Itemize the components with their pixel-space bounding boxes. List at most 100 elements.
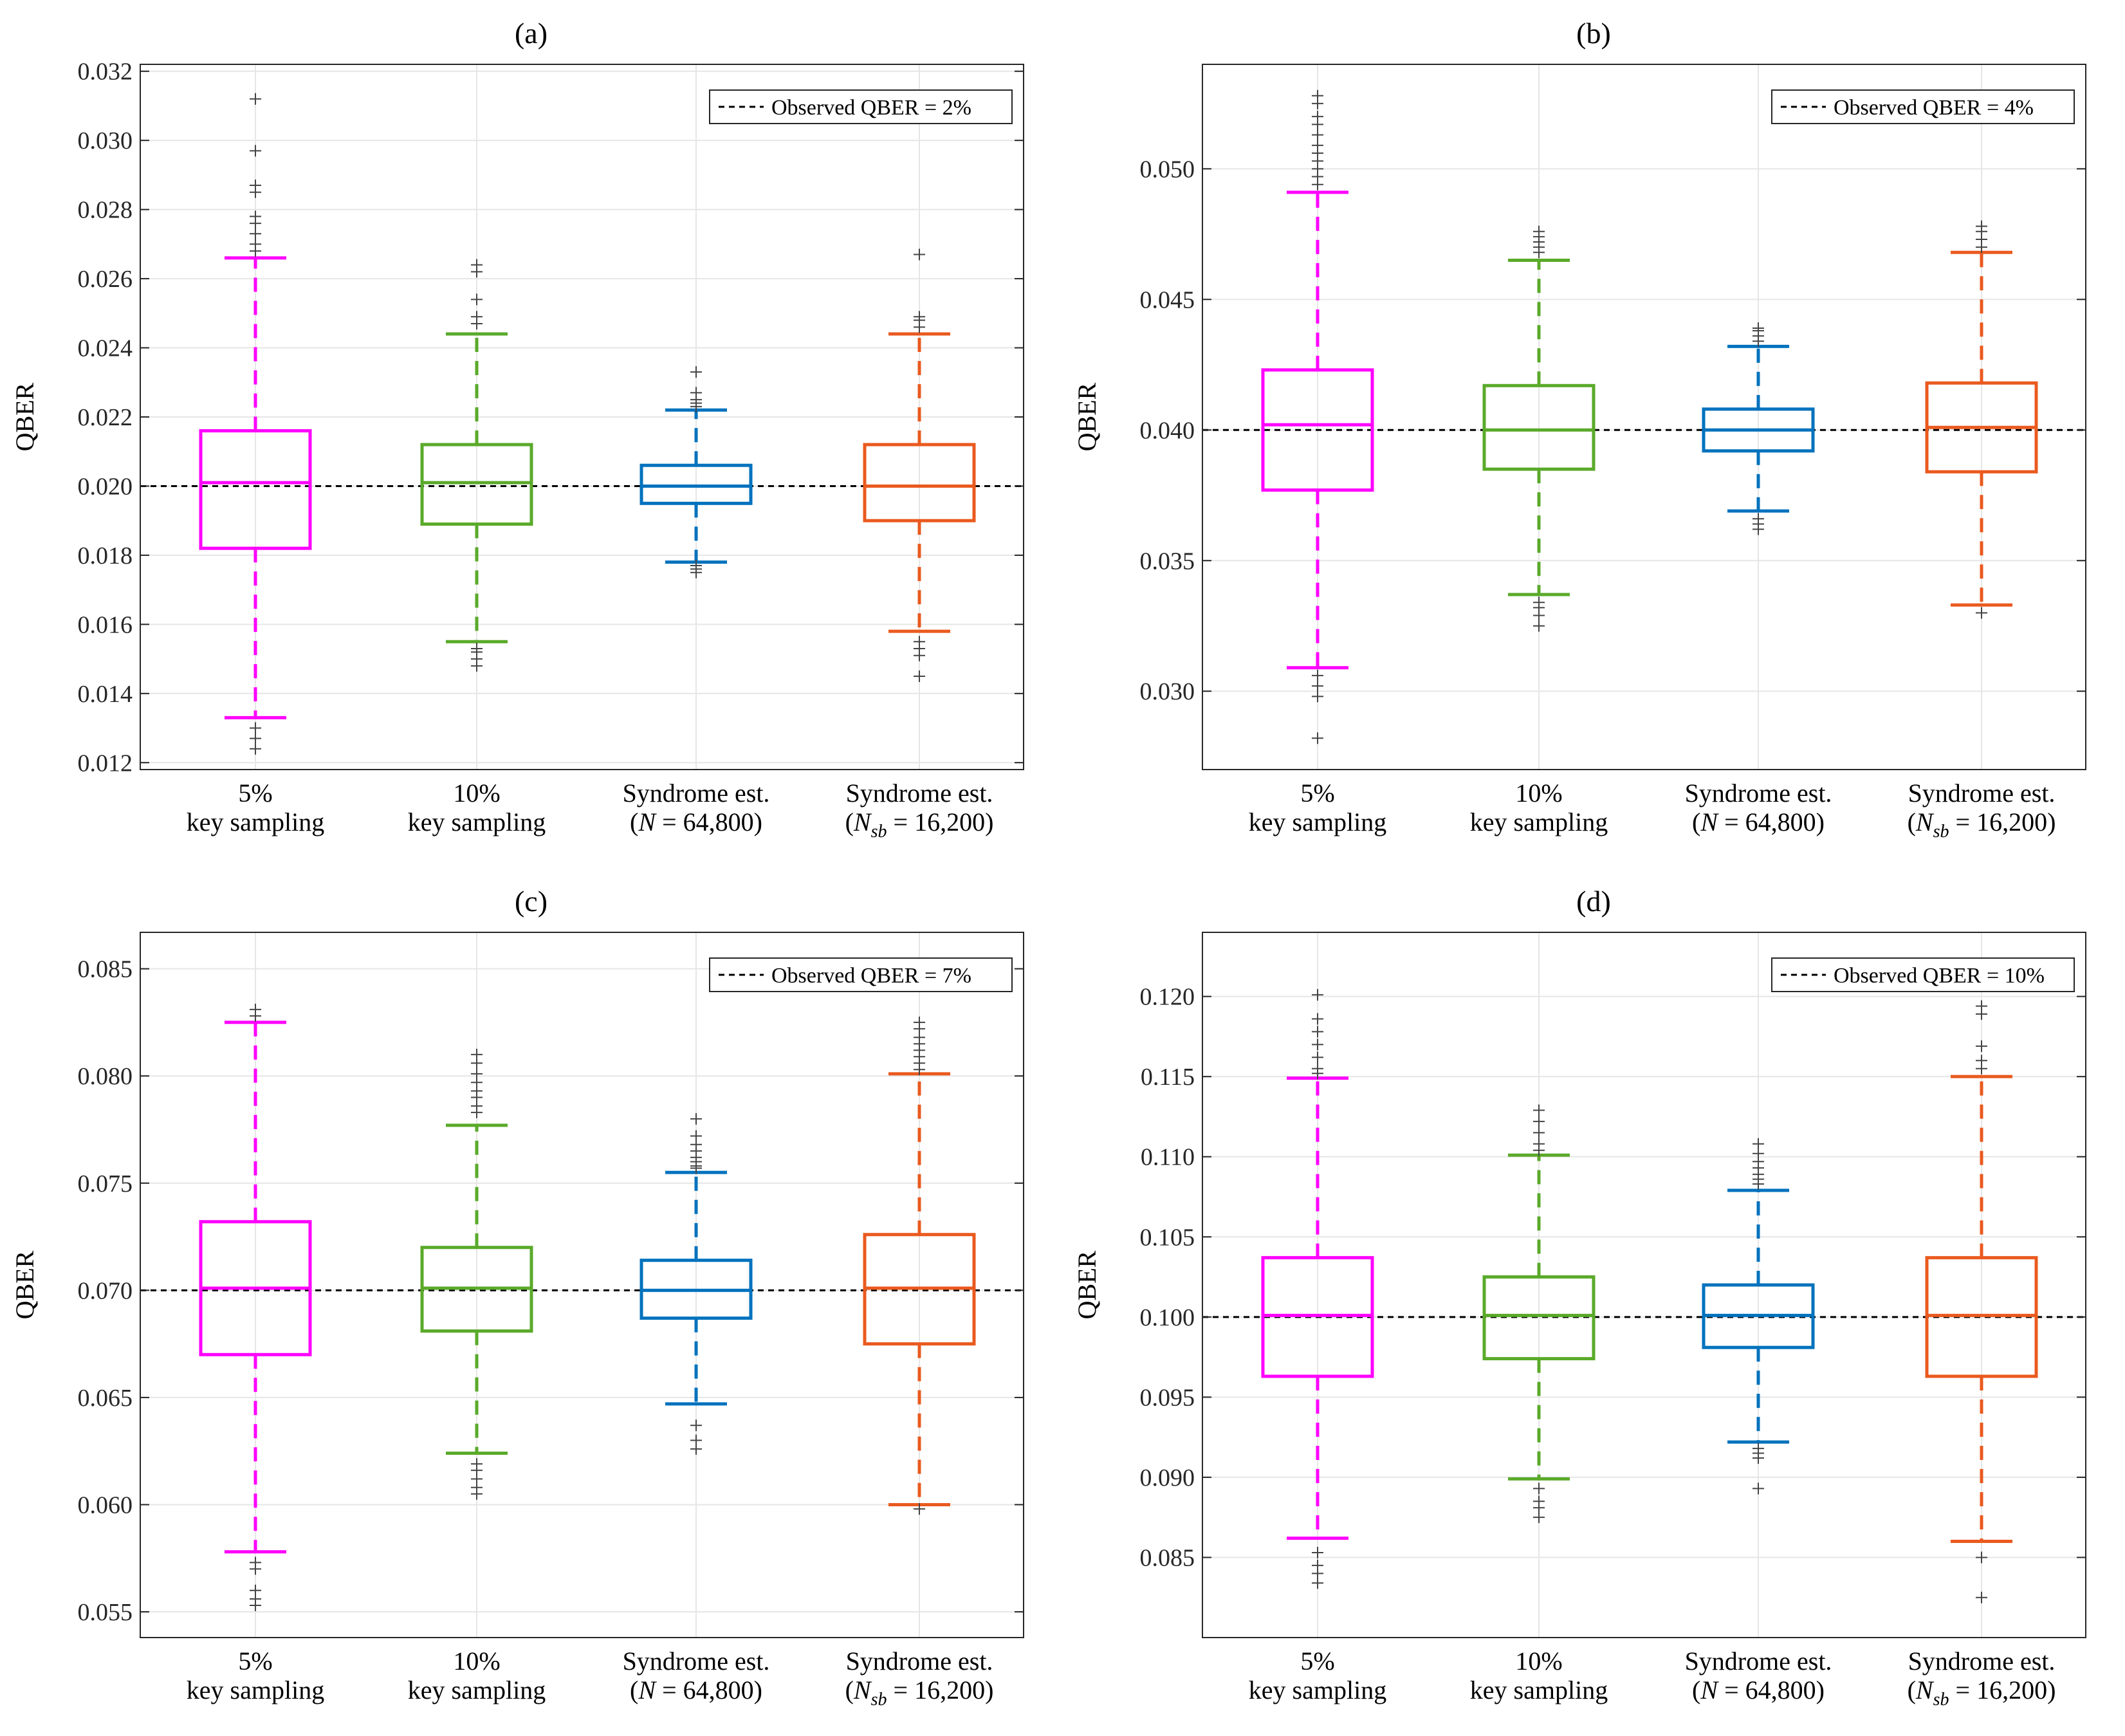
outlier-marker (1533, 1482, 1545, 1495)
outlier-marker (914, 1503, 925, 1515)
y-tick-label: 0.120 (1140, 984, 1195, 1011)
iqr-box (1482, 1275, 1596, 1361)
x-category-label: Syndrome est. (1908, 1647, 2056, 1676)
outlier-marker (1312, 669, 1323, 681)
x-category-label: (Nsb = 16,200) (845, 808, 994, 842)
boxplot-chart: 0.055 0.060 0.065 0.070 0.075 0.080 0.085 QBER 5… (10, 932, 1024, 1710)
x-category-label: (N = 64,800) (630, 808, 762, 836)
outlier-marker (1533, 609, 1545, 622)
outlier-marker (471, 317, 483, 329)
y-tick-label: 0.065 (78, 1385, 133, 1412)
box-2 (420, 259, 533, 672)
outlier-marker (1976, 1040, 1987, 1052)
outlier-marker (1312, 1013, 1323, 1025)
outlier-marker (250, 1563, 261, 1575)
x-category-label: (Nsb = 16,200) (845, 1676, 994, 1710)
outlier-marker (250, 228, 261, 240)
box-3 (639, 1113, 753, 1455)
outlier-marker (1312, 1067, 1323, 1080)
outlier-marker (250, 93, 261, 105)
outlier-marker (1976, 1551, 1987, 1564)
outlier-marker (250, 186, 261, 198)
outlier-marker (471, 660, 483, 672)
y-axis-label: QBER (10, 382, 39, 451)
panel-label: (b) (1576, 17, 1611, 50)
axes-frame (1202, 64, 2086, 770)
outlier-marker (1312, 1026, 1323, 1038)
x-category-label: Syndrome est. (623, 1647, 770, 1676)
outlier-marker (1312, 129, 1323, 141)
iqr-box (639, 463, 753, 505)
y-tick-label: 0.030 (78, 127, 133, 154)
outlier-marker (1533, 246, 1545, 259)
x-category-label: Syndrome est. (623, 779, 770, 808)
y-tick-label: 0.085 (1140, 1544, 1195, 1571)
panel-label: (d) (1576, 885, 1611, 918)
box-3 (639, 366, 753, 578)
y-tick-label: 0.075 (78, 1170, 133, 1197)
box-1 (199, 1003, 312, 1612)
x-category-label: (N = 64,800) (1692, 808, 1825, 836)
y-tick-label: 0.012 (78, 750, 133, 777)
y-tick-label: 0.110 (1141, 1144, 1195, 1171)
axes-frame (1202, 932, 2086, 1638)
legend-label: Observed QBER = 2% (771, 96, 971, 120)
outlier-marker (690, 1113, 702, 1125)
y-tick-label: 0.026 (78, 266, 133, 293)
box-2 (1482, 1104, 1596, 1524)
outlier-marker (1312, 1039, 1323, 1051)
boxplot-chart: 0.085 0.090 0.095 0.100 0.105 0.110 0.115 0.120… (1072, 932, 2086, 1710)
outlier-marker (1976, 1008, 1987, 1020)
y-tick-label: 0.018 (78, 542, 133, 569)
y-axis-label: QBER (1072, 1250, 1101, 1319)
x-category-label: key sampling (1470, 1676, 1608, 1704)
y-tick-label: 0.105 (1140, 1224, 1195, 1251)
legend-label: Observed QBER = 4% (1834, 96, 2034, 120)
outlier-marker (1533, 1144, 1545, 1156)
x-category-label: key sampling (187, 808, 324, 836)
iqr-box (863, 443, 976, 522)
panel-b: (b) 0.030 0.035 0.040 0.045 0.050 QBER 5% key s… (1062, 0, 2125, 868)
outlier-marker (1976, 607, 1987, 619)
outlier-marker (1533, 1127, 1545, 1139)
y-tick-label: 0.024 (78, 335, 133, 362)
outlier-marker (471, 1488, 483, 1500)
box-2 (1482, 225, 1596, 632)
x-category-label: 10% (1515, 779, 1562, 808)
y-tick-label: 0.080 (78, 1063, 133, 1090)
x-category-label: key sampling (408, 1676, 546, 1704)
legend: Observed QBER = 4% (1771, 89, 2075, 124)
outlier-marker (250, 1600, 261, 1612)
panel-label: (c) (514, 885, 548, 918)
panel-d: (d) 0.085 0.090 0.095 0.100 0.105 0.110 0.115 0… (1062, 868, 2125, 1736)
x-category-label: key sampling (1249, 1676, 1386, 1704)
iqr-box (420, 443, 533, 526)
axes-frame (140, 932, 1024, 1638)
iqr-box (1482, 383, 1596, 471)
outlier-marker (690, 1443, 702, 1455)
x-category-label: 5% (1300, 1647, 1334, 1676)
x-category-label: key sampling (408, 808, 546, 836)
outlier-marker (471, 293, 483, 306)
x-category-label: Syndrome est. (1908, 779, 2056, 808)
outlier-marker (1752, 1452, 1764, 1464)
outlier-marker (250, 217, 261, 230)
x-category-label: 10% (453, 1647, 500, 1676)
x-category-label: (N = 64,800) (630, 1676, 762, 1704)
box-2 (420, 1048, 533, 1500)
y-tick-label: 0.035 (1140, 548, 1195, 575)
outlier-marker (1312, 989, 1323, 1001)
outlier-marker (471, 1057, 483, 1069)
y-axis-label: QBER (1072, 382, 1101, 451)
outlier-marker (1752, 1482, 1764, 1495)
x-category-label: key sampling (1470, 808, 1608, 836)
box-4 (1925, 1000, 2038, 1603)
outlier-marker (914, 1064, 925, 1076)
outlier-marker (690, 366, 702, 378)
outlier-marker (250, 245, 261, 257)
y-tick-label: 0.095 (1140, 1384, 1195, 1411)
boxplot-chart: 0.012 0.014 0.016 0.018 0.020 0.022 0.024 0.026… (10, 59, 1024, 842)
outlier-marker (1312, 690, 1323, 703)
outlier-marker (1312, 732, 1323, 744)
box-3 (1702, 322, 1815, 535)
